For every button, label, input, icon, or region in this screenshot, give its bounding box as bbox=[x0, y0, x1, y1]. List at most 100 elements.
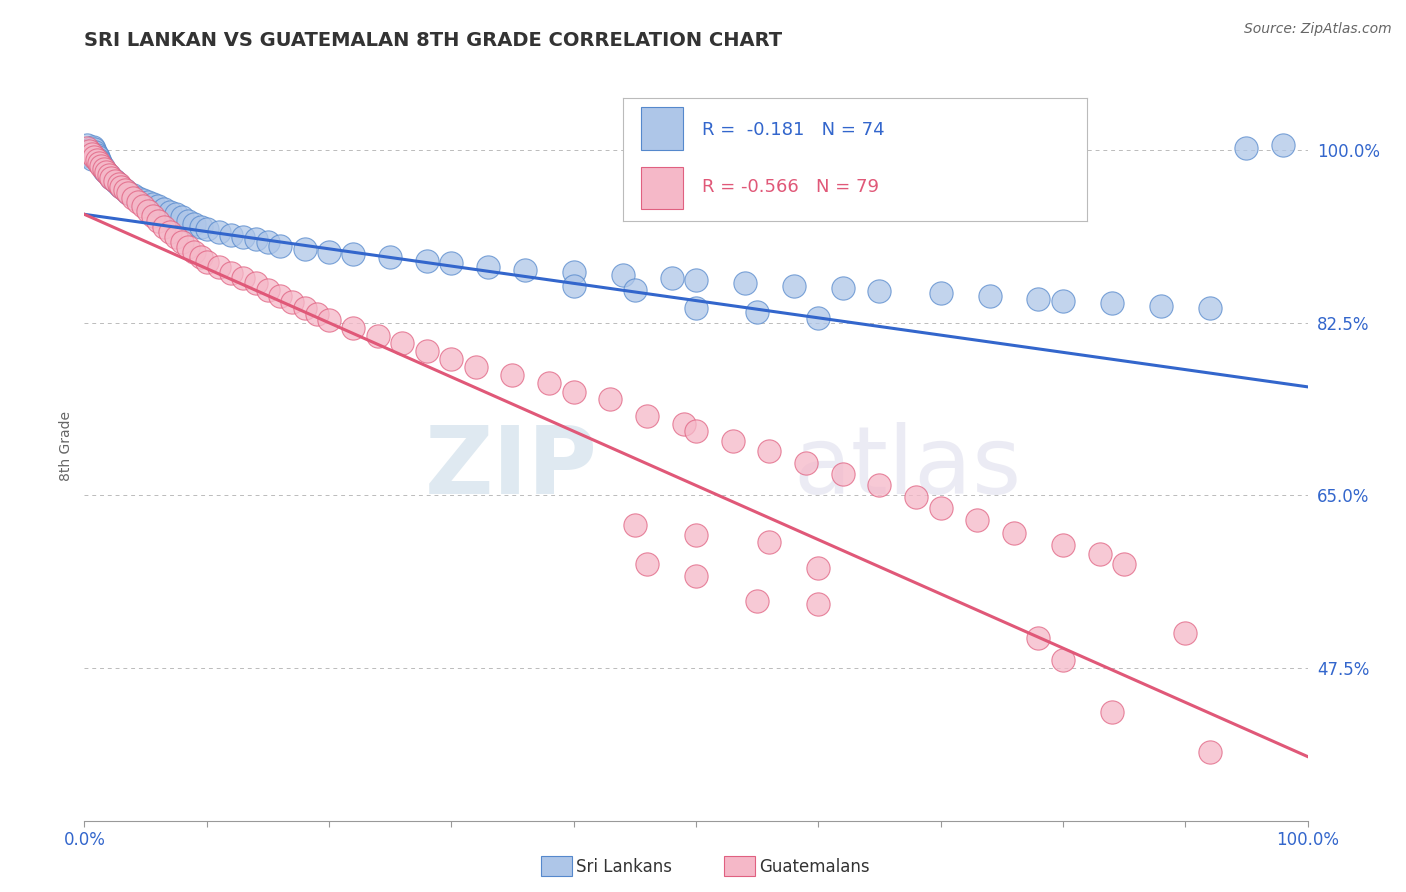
Point bbox=[807, 597, 830, 611]
Point bbox=[110, 179, 132, 194]
Point bbox=[208, 225, 231, 239]
Point bbox=[794, 456, 817, 470]
Point bbox=[77, 143, 100, 157]
Point bbox=[80, 152, 103, 166]
Point bbox=[661, 271, 683, 285]
Point bbox=[624, 283, 647, 297]
Point bbox=[1101, 296, 1123, 310]
Point bbox=[195, 222, 218, 236]
Point bbox=[538, 376, 561, 390]
Point bbox=[1088, 548, 1111, 562]
Point bbox=[172, 211, 194, 225]
Point bbox=[1002, 525, 1025, 540]
Point bbox=[83, 150, 105, 164]
Point bbox=[342, 320, 364, 334]
Point bbox=[100, 170, 122, 185]
Point bbox=[1101, 705, 1123, 719]
Point bbox=[281, 295, 304, 310]
Point bbox=[97, 168, 120, 182]
Point bbox=[562, 279, 585, 293]
Point bbox=[122, 190, 145, 204]
Point bbox=[685, 569, 707, 583]
Point bbox=[146, 214, 169, 228]
Point bbox=[1150, 299, 1173, 313]
Point bbox=[342, 246, 364, 260]
Point bbox=[136, 195, 159, 210]
Text: SRI LANKAN VS GUATEMALAN 8TH GRADE CORRELATION CHART: SRI LANKAN VS GUATEMALAN 8TH GRADE CORRE… bbox=[84, 31, 783, 50]
Point bbox=[367, 328, 389, 343]
Text: ZIP: ZIP bbox=[425, 423, 598, 515]
Point bbox=[86, 148, 108, 162]
Text: Guatemalans: Guatemalans bbox=[759, 858, 870, 876]
Point bbox=[562, 265, 585, 279]
Point bbox=[269, 289, 291, 303]
Point bbox=[807, 561, 830, 575]
Point bbox=[83, 142, 105, 156]
Point bbox=[1028, 292, 1050, 306]
Point bbox=[153, 220, 176, 235]
Point bbox=[1052, 538, 1074, 552]
Point bbox=[624, 517, 647, 532]
Point bbox=[153, 202, 176, 217]
Point bbox=[1028, 632, 1050, 646]
Point bbox=[758, 534, 780, 549]
Point bbox=[685, 424, 707, 438]
Point bbox=[114, 183, 136, 197]
Point bbox=[269, 239, 291, 253]
Point bbox=[477, 260, 499, 274]
Point bbox=[183, 217, 205, 231]
Point bbox=[440, 255, 463, 269]
Point bbox=[132, 193, 155, 207]
Point bbox=[257, 283, 280, 297]
Point bbox=[76, 141, 98, 155]
Point bbox=[87, 156, 110, 170]
Point bbox=[80, 147, 103, 161]
Point bbox=[416, 253, 439, 268]
Point bbox=[79, 149, 101, 163]
Point bbox=[869, 478, 891, 492]
Point bbox=[219, 227, 242, 242]
Point bbox=[685, 527, 707, 541]
Point bbox=[100, 170, 122, 185]
Point bbox=[114, 183, 136, 197]
Point bbox=[257, 235, 280, 249]
Point bbox=[1198, 745, 1220, 759]
Text: Source: ZipAtlas.com: Source: ZipAtlas.com bbox=[1244, 22, 1392, 37]
Point bbox=[1114, 558, 1136, 572]
Point bbox=[89, 155, 111, 169]
Point bbox=[1272, 138, 1295, 153]
Point bbox=[117, 186, 139, 200]
Point bbox=[87, 150, 110, 164]
Point bbox=[183, 244, 205, 259]
Point bbox=[84, 145, 107, 160]
Point bbox=[76, 138, 98, 153]
Point bbox=[905, 490, 928, 504]
Point bbox=[807, 310, 830, 325]
Point bbox=[110, 179, 132, 194]
Point bbox=[245, 232, 267, 246]
Point bbox=[219, 267, 242, 281]
Point bbox=[747, 305, 769, 319]
Point bbox=[869, 284, 891, 298]
Point bbox=[440, 352, 463, 367]
Point bbox=[294, 242, 316, 256]
Point bbox=[93, 161, 115, 176]
Point bbox=[165, 230, 187, 244]
Point bbox=[136, 204, 159, 219]
Point bbox=[245, 277, 267, 291]
Point bbox=[636, 409, 658, 424]
Point bbox=[105, 175, 128, 189]
Point bbox=[672, 417, 695, 432]
Point bbox=[86, 153, 108, 167]
Point bbox=[172, 235, 194, 249]
Point bbox=[783, 279, 806, 293]
Point bbox=[464, 360, 486, 375]
Point bbox=[979, 289, 1001, 303]
Point bbox=[612, 268, 634, 283]
Point bbox=[90, 158, 112, 172]
Point bbox=[380, 250, 402, 264]
Point bbox=[1052, 294, 1074, 309]
Point bbox=[77, 146, 100, 161]
Point bbox=[87, 153, 110, 167]
Point bbox=[1198, 301, 1220, 315]
